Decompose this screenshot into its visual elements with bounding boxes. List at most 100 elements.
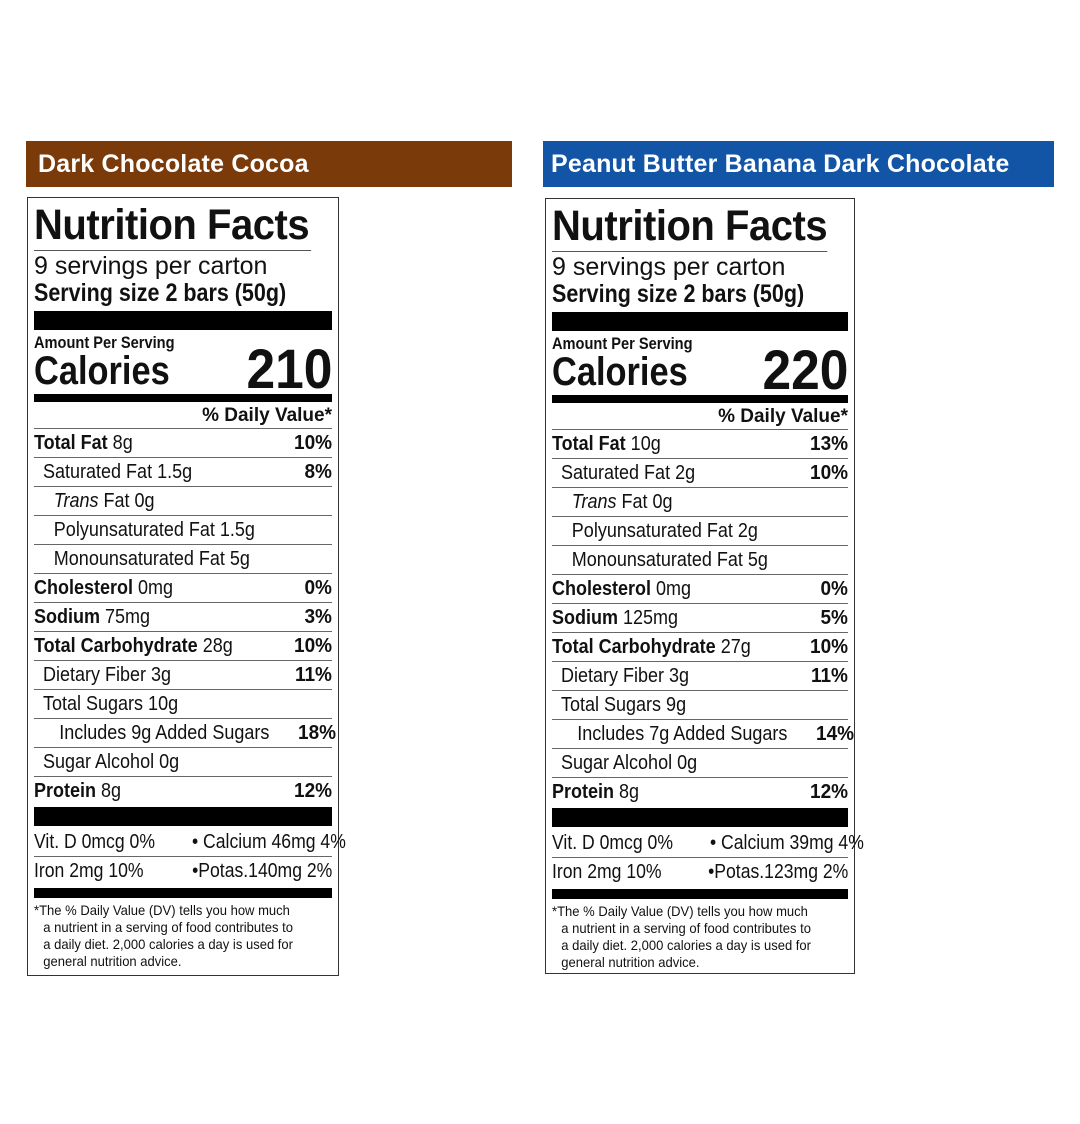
nutrient-row-trans-fat: Trans Fat 0g [34,487,332,516]
product-name: Peanut Butter Banana Dark Chocolate [551,149,1010,178]
nutrient-amount: 9g [666,693,687,716]
mineral-row-vitd-calcium: Vit. D 0mcg 0% • Calcium 39mg 4% [552,829,864,858]
footnote-line: a daily diet. 2,000 calories a day is us… [43,936,294,952]
calories-label: Calories [34,349,170,393]
nutrient-row-saturated-fat: Saturated Fat 1.5g 8% [34,458,332,487]
mineral-left: Iron 2mg 10% [34,859,144,882]
nutrient-name: Protein [552,780,615,803]
nutrient-amount: 2g [737,519,758,542]
nutrient-name: Sodium [34,605,101,628]
nutrient-amount: 27g [720,635,751,658]
nutrient-row-monounsaturated-fat: Monounsaturated Fat 5g [34,545,332,574]
footnote-line: *The % Daily Value (DV) tells you how mu… [34,902,290,918]
nutrition-facts-label-dark-chocolate-cocoa: Nutrition Facts 9 servings per carton Se… [27,197,346,976]
product-header-peanut-butter-banana: Peanut Butter Banana Dark Chocolate [543,141,1054,187]
calories-value: 220 [762,338,848,401]
nutrient-dv: 3% [304,605,332,628]
nutrient-amount: 8g [112,431,133,454]
nutrient-amount: 8g [619,780,640,803]
nutrient-row-total-sugars: Total Sugars 9g [552,691,848,720]
mineral-left: Iron 2mg 10% [552,860,662,883]
nutrient-amount: Fat 0g [621,490,673,513]
thick-divider [552,808,848,827]
footnote-line: a daily diet. 2,000 calories a day is us… [561,937,812,953]
nutrient-name: Saturated Fat [561,461,671,484]
nutrient-row-polyunsaturated-fat: Polyunsaturated Fat 2g [552,517,848,546]
serving-size: Serving size 2 bars (50g) [34,279,287,307]
nutrient-dv: 10% [293,634,332,657]
small-divider [552,889,848,899]
nutrient-row-cholesterol: Cholesterol 0mg 0% [34,574,332,603]
nutrient-row-dietary-fiber: Dietary Fiber 3g 11% [552,662,848,691]
nutrient-dv: 14% [815,722,854,745]
nutrient-amount: 125mg [623,606,679,629]
nutrient-row-added-sugars: Includes 7g Added Sugars 14% [552,720,854,749]
mineral-left: Vit. D 0mcg 0% [34,830,155,853]
nutrient-name: Total Sugars [43,692,144,715]
nutrient-row-sodium: Sodium 125mg 5% [552,604,848,633]
nutrient-dv: 11% [295,663,332,686]
product-header-dark-chocolate-cocoa: Dark Chocolate Cocoa [26,141,512,187]
calories-row: Calories 210 [34,341,332,397]
nutrient-amount: 28g [202,634,233,657]
mineral-right: •Potas.140mg 2% [191,859,332,882]
calories-label: Calories [552,350,688,394]
servings-per-container: 9 servings per carton [34,252,268,280]
nutrient-name: Monounsaturated Fat [53,547,225,570]
nutrient-name: Sodium [552,606,619,629]
nutrient-row-protein: Protein 8g 12% [552,778,848,806]
nutrient-amount: 3g [669,664,690,687]
footnote-line: a nutrient in a serving of food contribu… [561,920,812,936]
mineral-row-iron-potassium: Iron 2mg 10% •Potas.123mg 2% [552,858,848,886]
nutrient-amount: 0g [677,751,698,774]
nutrient-amount: 10g [630,432,661,455]
small-divider [34,888,332,898]
nutrient-name: Dietary Fiber [43,663,147,686]
nutrient-dv: 10% [293,431,332,454]
nutrient-amount: 0mg [656,577,692,600]
nutrition-facts-label-peanut-butter-banana: Nutrition Facts 9 servings per carton Se… [545,198,864,974]
nutrient-name: Monounsaturated Fat [571,548,743,571]
amount-per-serving: Amount Per Serving [552,334,693,353]
mineral-right: • Calcium 46mg 4% [192,830,347,853]
nutrient-row-total-fat: Total Fat 8g 10% [34,429,332,458]
thick-divider [552,312,848,331]
nutrient-row-sugar-alcohol: Sugar Alcohol 0g [34,748,332,777]
product-name: Dark Chocolate Cocoa [38,149,309,178]
daily-value-header: % Daily Value* [552,403,848,430]
nutrient-dv: 10% [809,461,848,484]
mineral-right: • Calcium 39mg 4% [710,831,865,854]
nutrient-row-total-carbohydrate: Total Carbohydrate 28g 10% [34,632,332,661]
footnote-line: *The % Daily Value (DV) tells you how mu… [552,903,808,919]
nutrient-amount: 8g [101,779,122,802]
nutrient-row-saturated-fat: Saturated Fat 2g 10% [552,459,848,488]
thick-divider [34,311,332,330]
daily-value-header: % Daily Value* [34,402,332,429]
mineral-row-vitd-calcium: Vit. D 0mcg 0% • Calcium 46mg 4% [34,828,346,857]
nutrient-name: Trans [571,490,617,513]
nutrient-amount: 5g [747,548,768,571]
mineral-left: Vit. D 0mcg 0% [552,831,673,854]
nutrient-dv: 12% [809,780,848,803]
nutrient-dv: 10% [809,635,848,658]
calories-row: Calories 220 [552,342,848,398]
servings-per-container: 9 servings per carton [552,253,786,281]
nutrient-dv: 5% [820,606,848,629]
nutrient-name: Total Fat [552,432,626,455]
nutrient-row-added-sugars: Includes 9g Added Sugars 18% [34,719,336,748]
calories-value: 210 [246,337,332,400]
nutrient-dv: 12% [293,779,332,802]
serving-size: Serving size 2 bars (50g) [552,280,805,308]
nutrient-name: Total Fat [34,431,108,454]
nutrient-name: Saturated Fat [43,460,153,483]
daily-value-footnote: *The % Daily Value (DV) tells you how mu… [552,903,850,971]
nutrient-amount: 1.5g [157,460,193,483]
nutrient-amount: 3g [151,663,172,686]
nutrient-name: Includes 7g Added Sugars [577,722,788,745]
footnote-line: general nutrition advice. [43,953,182,969]
nutrient-dv: 18% [297,721,336,744]
nutrient-row-monounsaturated-fat: Monounsaturated Fat 5g [552,546,848,575]
nutrient-dv: 0% [304,576,332,599]
nutrient-name: Total Carbohydrate [34,634,198,657]
nutrient-row-sodium: Sodium 75mg 3% [34,603,332,632]
